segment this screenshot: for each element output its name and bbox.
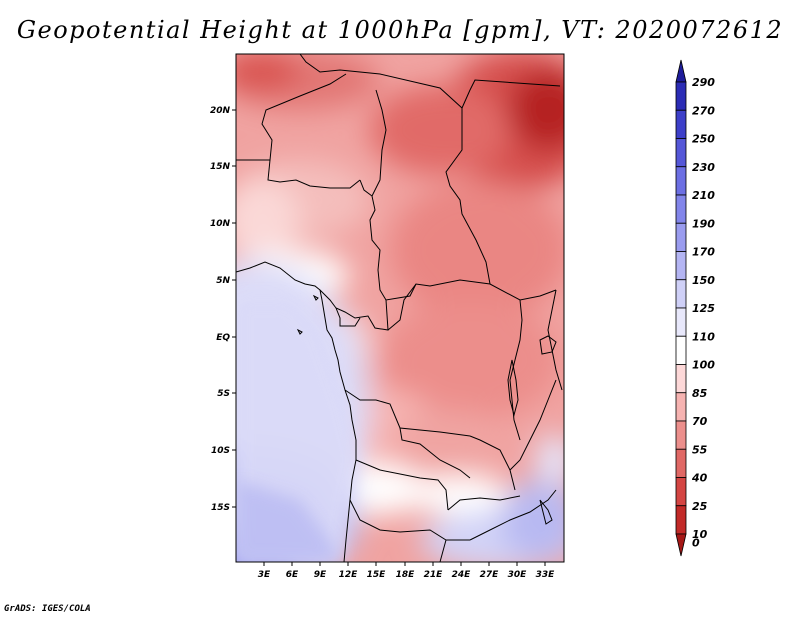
lon-tick-label: 21E	[424, 570, 444, 580]
map-boundaries	[236, 54, 563, 562]
lon-tick-label: 3E	[258, 570, 271, 580]
colorbar-label: 0	[692, 536, 700, 549]
lon-axis: 3E 6E 9E 12E 15E 18E 21E 24E 27E 30E 33E	[258, 562, 555, 580]
colorbar-label: 210	[692, 189, 715, 202]
colorbar-label: 100	[692, 359, 715, 372]
lat-tick-label: 10N	[210, 219, 231, 229]
colorbar-label: 40	[691, 472, 708, 485]
lon-tick-label: 6E	[286, 570, 299, 580]
colorbar-label: 250	[692, 133, 715, 146]
lon-tick-label: 9E	[314, 570, 327, 580]
colorbar-label: 85	[692, 387, 708, 400]
colorbar-segment	[675, 59, 687, 83]
colorbar-segment	[675, 251, 687, 281]
colorbar-segment	[675, 222, 687, 252]
colorbar-segment	[675, 166, 687, 196]
colorbar-segment	[675, 364, 687, 394]
lat-axis: 20N 15N 10N 5N EQ 5S 10S 15S	[210, 106, 236, 513]
colorbar-segment	[675, 392, 687, 422]
colorbar: 2902702502302101901701501251101008570554…	[675, 59, 715, 557]
colorbar-label: 170	[692, 246, 715, 259]
lat-tick-label: 5S	[217, 389, 230, 399]
colorbar-label: 10	[692, 528, 708, 541]
colorbar-label: 110	[692, 330, 715, 343]
lon-tick-label: 12E	[339, 570, 359, 580]
colorbar-segment	[675, 138, 687, 168]
lon-tick-label: 24E	[452, 570, 472, 580]
lat-tick-label: 5N	[216, 276, 230, 286]
colorbar-segment	[675, 533, 687, 557]
colorbar-label: 230	[692, 161, 715, 174]
lon-tick-label: 15E	[367, 570, 387, 580]
page-title: Geopotential Height at 1000hPa [gpm], VT…	[16, 16, 784, 44]
lat-tick-label: 15N	[210, 162, 231, 172]
grads-credit: GrADS: IGES/COLA	[4, 604, 91, 614]
lon-tick-label: 27E	[480, 570, 500, 580]
lat-tick-label: 20N	[210, 106, 231, 116]
lon-tick-label: 18E	[396, 570, 416, 580]
colorbar-segment	[675, 194, 687, 224]
colorbar-segment	[675, 307, 687, 337]
colorbar-label: 190	[692, 217, 715, 230]
colorbar-segment	[675, 109, 687, 139]
colorbar-label: 125	[692, 302, 715, 315]
lat-tick-label: EQ	[216, 333, 230, 343]
colorbar-label: 55	[692, 443, 708, 456]
lat-tick-label: 10S	[211, 446, 230, 456]
colorbar-label: 25	[692, 500, 708, 513]
lon-tick-label: 30E	[508, 570, 528, 580]
height-field	[236, 54, 564, 562]
colorbar-segment	[675, 420, 687, 450]
lon-tick-label: 33E	[536, 570, 556, 580]
colorbar-label: 150	[692, 274, 715, 287]
colorbar-label: 270	[692, 104, 715, 117]
colorbar-segment	[675, 279, 687, 309]
colorbar-label: 70	[692, 415, 708, 428]
colorbar-segment	[675, 448, 687, 478]
colorbar-segment	[675, 505, 687, 535]
colorbar-segment	[675, 81, 687, 111]
colorbar-label: 290	[692, 76, 715, 89]
colorbar-segment	[675, 335, 687, 365]
map-frame	[235, 53, 565, 563]
colorbar-segment	[675, 477, 687, 507]
lat-tick-label: 15S	[211, 503, 230, 513]
